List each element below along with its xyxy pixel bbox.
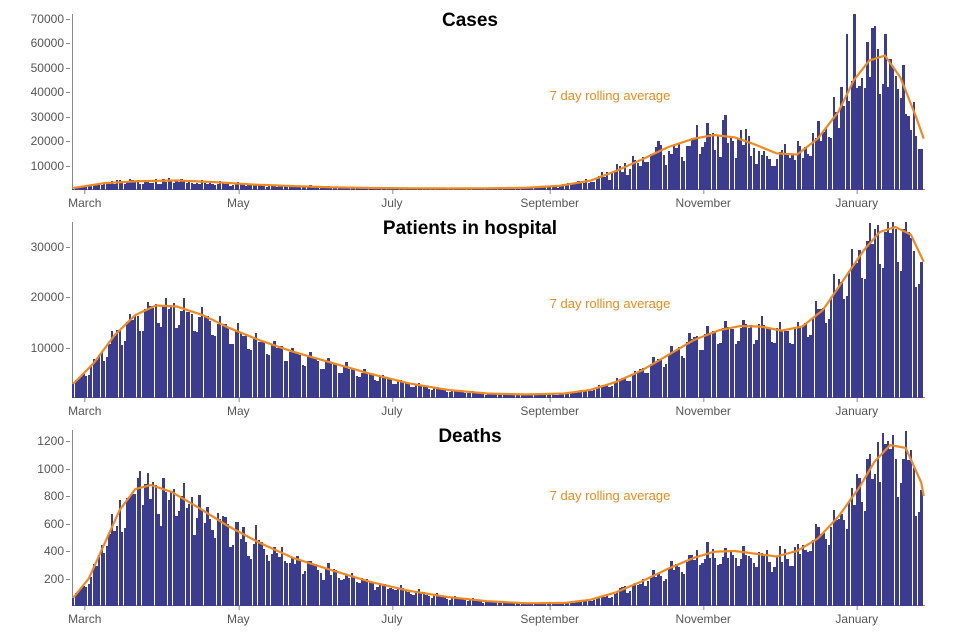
y-tick-label: 10000 bbox=[31, 159, 64, 173]
y-tick-label: 1000 bbox=[37, 462, 64, 476]
deaths-bars bbox=[72, 430, 925, 606]
x-tick-label: March bbox=[68, 612, 101, 626]
hospital-y-ticks: 10000 20000 30000 bbox=[10, 222, 68, 398]
hospital-chart-area: 7 day rolling average bbox=[72, 222, 925, 398]
x-tick-label: March bbox=[68, 404, 101, 418]
cases-panel: Cases 10000 20000 30000 40000 50000 60000 7000… bbox=[10, 8, 930, 212]
y-tick-label: 20000 bbox=[31, 134, 64, 148]
cases-chart-area: 7 day rolling average bbox=[72, 14, 925, 190]
hospital-x-ticks: MarchMayJulySeptemberNovemberJanuary bbox=[72, 400, 925, 420]
x-tick-label: November bbox=[676, 612, 731, 626]
hospital-bars bbox=[72, 222, 925, 398]
y-tick-label: 1200 bbox=[37, 434, 64, 448]
deaths-y-ticks: 200 400 600 800 1000 1200 bbox=[10, 430, 68, 606]
x-tick-label: March bbox=[68, 196, 101, 210]
x-tick-label: May bbox=[227, 196, 250, 210]
y-tick-label: 10000 bbox=[31, 341, 64, 355]
cases-title: Cases bbox=[442, 10, 498, 32]
y-tick-label: 70000 bbox=[31, 12, 64, 26]
x-tick-label: July bbox=[381, 404, 402, 418]
bar bbox=[920, 490, 922, 606]
x-tick-label: September bbox=[520, 612, 579, 626]
bar bbox=[920, 149, 922, 190]
y-tick-label: 400 bbox=[44, 544, 64, 558]
y-tick-label: 40000 bbox=[31, 85, 64, 99]
x-tick-label: July bbox=[381, 196, 402, 210]
deaths-title: Deaths bbox=[438, 426, 501, 448]
x-tick-label: January bbox=[835, 404, 878, 418]
cases-y-ticks: 10000 20000 30000 40000 50000 60000 70000 bbox=[10, 14, 68, 190]
x-tick-label: July bbox=[381, 612, 402, 626]
x-tick-label: May bbox=[227, 612, 250, 626]
x-tick-label: November bbox=[676, 404, 731, 418]
deaths-annotation: 7 day rolling average bbox=[550, 488, 671, 503]
bar bbox=[920, 262, 922, 398]
y-tick-label: 30000 bbox=[31, 240, 64, 254]
deaths-panel: Deaths 200 400 600 800 1000 1200 7 day rollin… bbox=[10, 424, 930, 628]
x-tick-label: January bbox=[835, 612, 878, 626]
hospital-panel: Patients in hospital 10000 20000 30000 7 d… bbox=[10, 216, 930, 420]
hospital-annotation: 7 day rolling average bbox=[550, 296, 671, 311]
y-tick-label: 600 bbox=[44, 517, 64, 531]
x-tick-label: September bbox=[520, 196, 579, 210]
cases-bars bbox=[72, 14, 925, 190]
y-tick-label: 800 bbox=[44, 489, 64, 503]
y-tick-label: 60000 bbox=[31, 36, 64, 50]
cases-x-ticks: MarchMayJulySeptemberNovemberJanuary bbox=[72, 192, 925, 212]
y-tick-label: 200 bbox=[44, 572, 64, 586]
x-tick-label: November bbox=[676, 196, 731, 210]
x-tick-label: September bbox=[520, 404, 579, 418]
x-tick-label: January bbox=[835, 196, 878, 210]
cases-annotation: 7 day rolling average bbox=[550, 88, 671, 103]
y-tick-label: 20000 bbox=[31, 290, 64, 304]
deaths-x-ticks: MarchMayJulySeptemberNovemberJanuary bbox=[72, 608, 925, 628]
deaths-chart-area: 7 day rolling average bbox=[72, 430, 925, 606]
hospital-title: Patients in hospital bbox=[383, 218, 557, 240]
y-tick-label: 30000 bbox=[31, 110, 64, 124]
y-tick-label: 50000 bbox=[31, 61, 64, 75]
x-tick-label: May bbox=[227, 404, 250, 418]
